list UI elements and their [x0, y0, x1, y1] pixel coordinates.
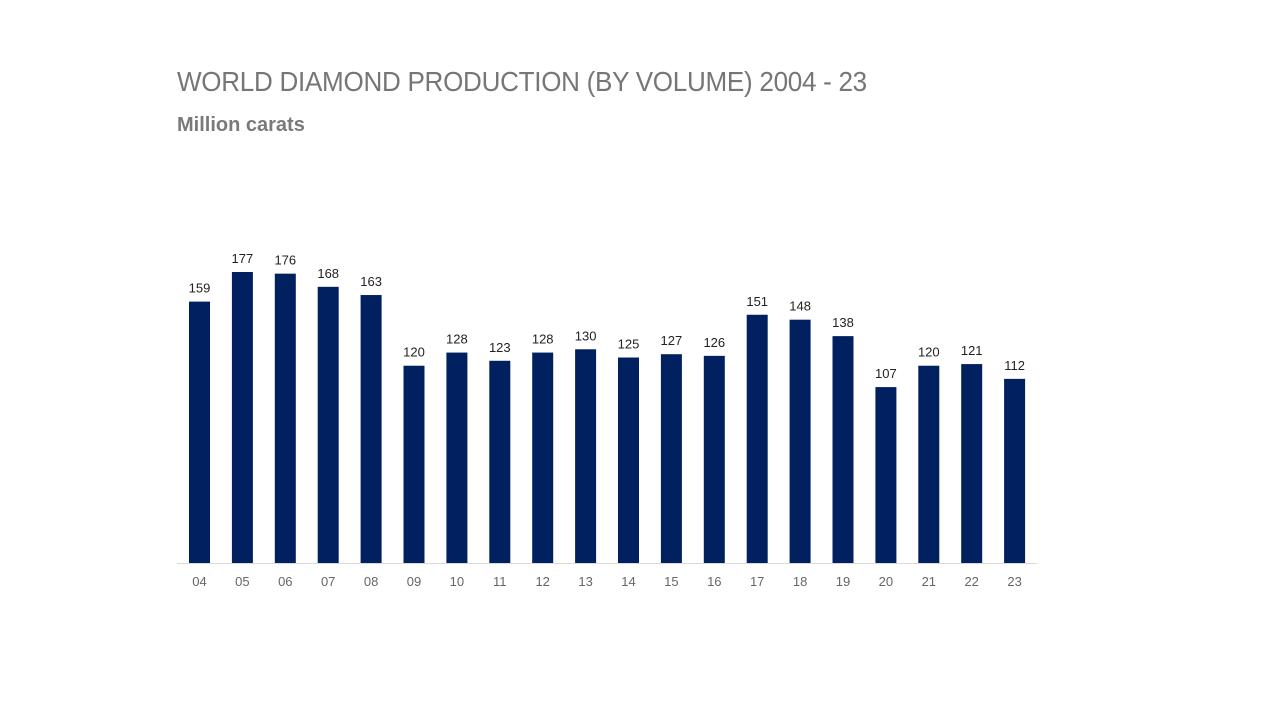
x-tick-label: 07	[321, 574, 335, 589]
bar	[403, 365, 425, 563]
x-tick-label: 17	[750, 574, 764, 589]
bar	[789, 319, 811, 563]
x-tick-label: 18	[793, 574, 807, 589]
data-label: 127	[661, 333, 683, 348]
data-label: 159	[189, 281, 211, 296]
bar	[489, 360, 511, 563]
bar	[961, 364, 983, 563]
data-label: 120	[918, 345, 940, 360]
data-label: 120	[403, 345, 425, 360]
chart-title: WORLD DIAMOND PRODUCTION (BY VOLUME) 200…	[177, 66, 867, 97]
x-tick-label: 04	[192, 574, 206, 589]
chart-subtitle: Million carats	[177, 114, 305, 136]
data-label: 138	[832, 315, 854, 330]
bar	[618, 357, 639, 563]
data-label: 112	[1004, 358, 1025, 373]
data-label: 151	[746, 294, 768, 309]
bar	[1004, 378, 1026, 563]
bar	[746, 314, 768, 563]
data-label: 128	[446, 332, 468, 347]
x-tick-label: 20	[879, 574, 893, 589]
data-label: 123	[489, 340, 511, 355]
bar	[660, 354, 682, 563]
bar	[832, 336, 854, 563]
x-tick-label: 21	[922, 574, 936, 589]
x-tick-label: 16	[707, 574, 721, 589]
bar	[446, 352, 468, 563]
data-label: 121	[961, 343, 983, 358]
x-tick-label: 14	[621, 574, 635, 589]
data-label: 168	[317, 266, 339, 281]
x-tick-label: 08	[364, 574, 378, 589]
x-tick-label: 15	[664, 574, 678, 589]
x-tick-label: 05	[235, 574, 249, 589]
data-label: 176	[274, 253, 296, 268]
x-tick-label: 19	[836, 574, 850, 589]
data-label: 107	[875, 366, 897, 381]
x-tick-label: 13	[578, 574, 592, 589]
data-label: 177	[232, 251, 254, 266]
x-tick-label: 10	[450, 574, 464, 589]
bar	[274, 273, 296, 563]
data-label: 126	[703, 335, 725, 350]
bar	[189, 301, 210, 563]
data-label: 148	[789, 299, 811, 314]
x-tick-label: 09	[407, 574, 421, 589]
bar	[918, 365, 940, 563]
bar	[231, 272, 253, 563]
x-tick-label: 22	[964, 574, 978, 589]
data-label: 125	[618, 337, 640, 352]
bar	[532, 352, 554, 563]
bar	[360, 295, 382, 563]
x-tick-label: 12	[535, 574, 549, 589]
x-tick-label: 06	[278, 574, 292, 589]
data-label: 128	[532, 332, 554, 347]
data-label: 130	[575, 328, 597, 343]
x-tick-label: 11	[493, 574, 507, 589]
bar	[575, 349, 597, 563]
data-label: 163	[360, 274, 382, 289]
bar	[875, 387, 897, 563]
x-tick-label: 23	[1007, 574, 1021, 589]
bar	[317, 286, 339, 563]
bar	[703, 355, 725, 563]
